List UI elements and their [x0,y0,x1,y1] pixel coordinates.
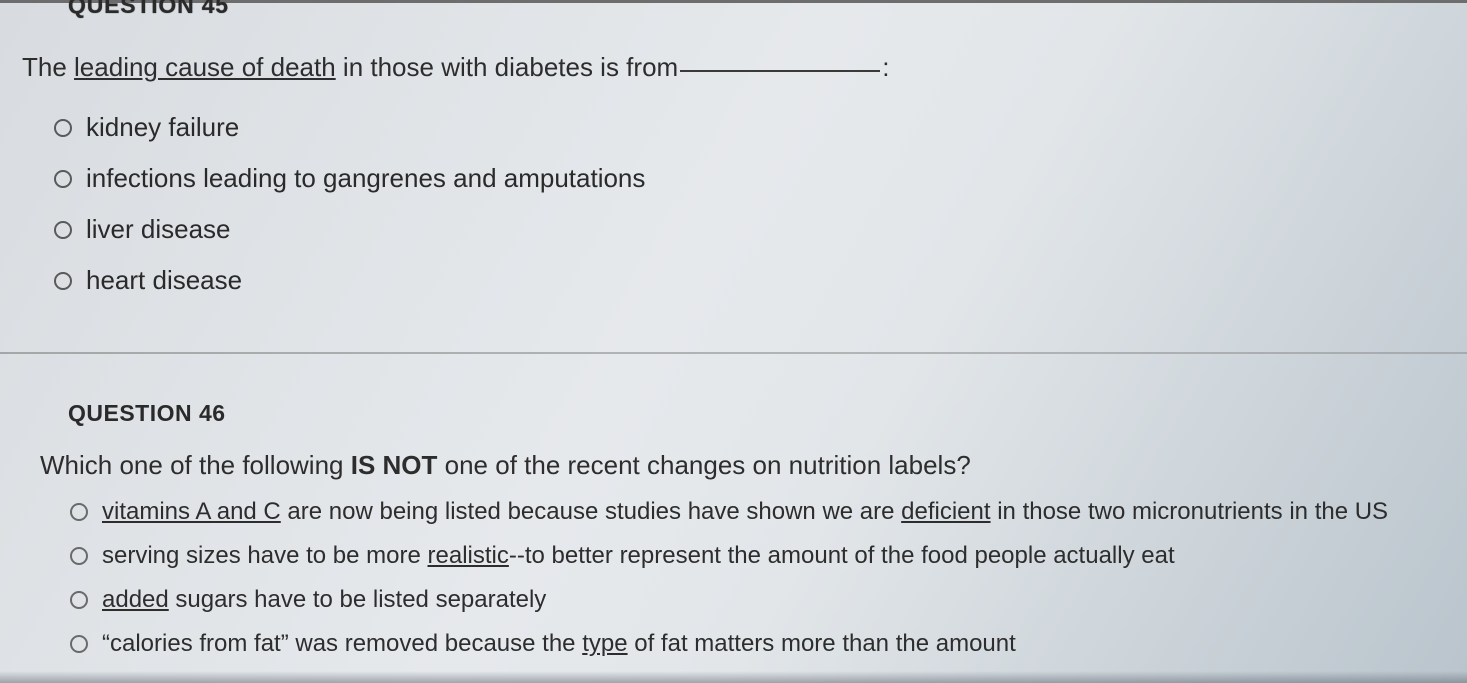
question-46-options: vitamins A and C are now being listed be… [70,498,1388,658]
option-segment: are now being listed because studies hav… [281,498,901,525]
q45-option-b-text: infections leading to gangrenes and ampu… [86,163,645,194]
option-segment: added [102,586,169,613]
q46-option-d[interactable]: “calories from fat” was removed because … [70,630,1388,658]
option-segment: --to better represent the amount of the … [509,542,1175,569]
radio-icon[interactable] [54,272,72,290]
option-segment: deficient [901,498,990,525]
q45-prompt-tail: : [882,52,889,82]
question-45-options: kidney failure infections leading to gan… [54,112,645,316]
q45-option-d[interactable]: heart disease [54,265,645,296]
q46-option-b-text: serving sizes have to be more realistic-… [102,542,1175,570]
q46-prompt-suffix: one of the recent changes on nutrition l… [437,450,970,480]
radio-icon[interactable] [70,635,88,653]
question-46-label: QUESTION 46 [68,400,226,427]
q45-blank [680,70,880,72]
radio-icon[interactable] [70,547,88,565]
quiz-page: QUESTION 45 The leading cause of death i… [0,0,1467,683]
radio-icon[interactable] [54,170,72,188]
radio-icon[interactable] [54,119,72,137]
q45-option-c-text: liver disease [86,214,231,245]
option-segment: sugars have to be listed separately [169,586,547,613]
option-segment: in those two micronutrients in the US [991,498,1389,525]
radio-icon[interactable] [54,221,72,239]
q45-prompt-suffix: in those with diabetes is from [336,52,679,82]
option-segment: of fat matters more than the amount [628,630,1016,657]
option-segment: vitamins A and C [102,498,281,525]
bottom-fade [0,671,1467,683]
q46-option-b[interactable]: serving sizes have to be more realistic-… [70,542,1388,570]
question-divider [0,352,1467,354]
option-segment: type [582,630,627,657]
q45-option-a-text: kidney failure [86,112,239,143]
q45-option-d-text: heart disease [86,265,242,296]
q46-option-c[interactable]: added sugars have to be listed separatel… [70,586,1388,614]
question-46-prompt: Which one of the following IS NOT one of… [40,450,971,481]
q45-option-c[interactable]: liver disease [54,214,645,245]
q45-prompt-prefix: The [22,52,74,82]
option-segment: realistic [428,542,509,569]
q45-option-a[interactable]: kidney failure [54,112,645,143]
q46-option-d-text: “calories from fat” was removed because … [102,630,1016,658]
q45-prompt-underlined: leading cause of death [74,52,336,82]
q45-option-b[interactable]: infections leading to gangrenes and ampu… [54,163,645,194]
option-segment: “calories from fat” was removed because … [102,630,582,657]
q46-option-a-text: vitamins A and C are now being listed be… [102,498,1388,526]
option-segment: serving sizes have to be more [102,542,428,569]
question-45-label: QUESTION 45 [68,0,229,19]
question-45-prompt: The leading cause of death in those with… [22,52,889,83]
radio-icon[interactable] [70,503,88,521]
q46-prompt-prefix: Which one of the following [40,450,351,480]
radio-icon[interactable] [70,591,88,609]
q46-option-c-text: added sugars have to be listed separatel… [102,586,546,614]
q46-prompt-bold: IS NOT [351,450,438,480]
q46-option-a[interactable]: vitamins A and C are now being listed be… [70,498,1388,526]
